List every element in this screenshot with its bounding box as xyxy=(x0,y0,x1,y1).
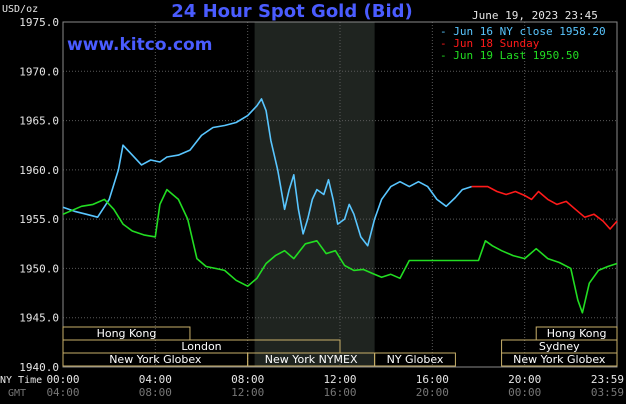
kitco-watermark: www.kitco.com xyxy=(67,35,212,55)
x-tick-label-gmt: 08:00 xyxy=(139,386,172,399)
x-tick-label-ny: 20:00 xyxy=(508,373,541,386)
plot-frame xyxy=(62,21,618,368)
legend-entry: - Jun 18 Sunday xyxy=(440,37,540,50)
series-line xyxy=(471,185,618,230)
y-tick-label: 1955.0 xyxy=(19,213,59,226)
y-tick-label: 1940.0 xyxy=(19,361,59,374)
gmt-label: GMT xyxy=(8,388,26,399)
y-tick-labels: 1940.0 1945.0 1950.0 1955.0 1960.0 1965.0 1970… xyxy=(19,16,59,374)
chart-title: 24 Hour Spot Gold (Bid) xyxy=(171,1,412,22)
y-tick-label: 1960.0 xyxy=(19,164,59,177)
market-session-label: New York Globex xyxy=(513,353,606,366)
market-session-label: NY Globex xyxy=(387,353,444,366)
x-tick-label-ny: 23:59 xyxy=(591,373,624,386)
market-session-label: London xyxy=(181,340,221,353)
series-line xyxy=(62,98,472,247)
chart-timestamp: June 19, 2023 23:45 xyxy=(472,9,598,22)
y-tick-label: 1975.0 xyxy=(19,16,59,29)
x-tick-label-gmt: 00:00 xyxy=(508,386,541,399)
legend-entry: - Jun 16 NY close 1958.20 xyxy=(440,25,606,38)
ny-time-label: NY Time xyxy=(0,375,42,386)
legend-entry: - Jun 19 Last 1950.50 xyxy=(440,49,579,62)
x-tick-label-gmt: 20:00 xyxy=(416,386,449,399)
y-tick-label: 1965.0 xyxy=(19,115,59,128)
y-tick-label: 1945.0 xyxy=(19,312,59,325)
x-tick-label-ny: 04:00 xyxy=(139,373,172,386)
unit-label: USD/oz xyxy=(2,4,38,15)
x-tick-label-gmt: 12:00 xyxy=(231,386,264,399)
x-tick-label-ny: 00:00 xyxy=(46,373,79,386)
x-tick-label-gmt: 16:00 xyxy=(323,386,356,399)
y-tick-label: 1970.0 xyxy=(19,65,59,78)
x-tick-label-ny: 16:00 xyxy=(416,373,449,386)
market-session-label: New York Globex xyxy=(109,353,202,366)
x-tick-label-gmt: 04:00 xyxy=(46,386,79,399)
y-tick-label: 1950.0 xyxy=(19,262,59,275)
x-tick-label-gmt: 03:59 xyxy=(591,386,624,399)
x-tick-label-ny: 08:00 xyxy=(231,373,264,386)
x-tick-labels: 00:0004:0004:0008:0008:0012:0012:0016:00… xyxy=(46,373,624,399)
price-series xyxy=(62,98,618,314)
x-tick-label-ny: 12:00 xyxy=(323,373,356,386)
market-session-label: Hong Kong xyxy=(547,327,607,340)
market-session-box xyxy=(501,352,618,367)
legend: - Jun 16 NY close 1958.20 - Jun 18 Sunda… xyxy=(440,25,606,62)
market-session-label: New York NYMEX xyxy=(265,353,358,366)
market-session-box xyxy=(374,352,456,367)
market-session-label: Hong Kong xyxy=(97,327,157,340)
market-session-label: Sydney xyxy=(539,340,580,353)
series-line xyxy=(62,188,618,314)
